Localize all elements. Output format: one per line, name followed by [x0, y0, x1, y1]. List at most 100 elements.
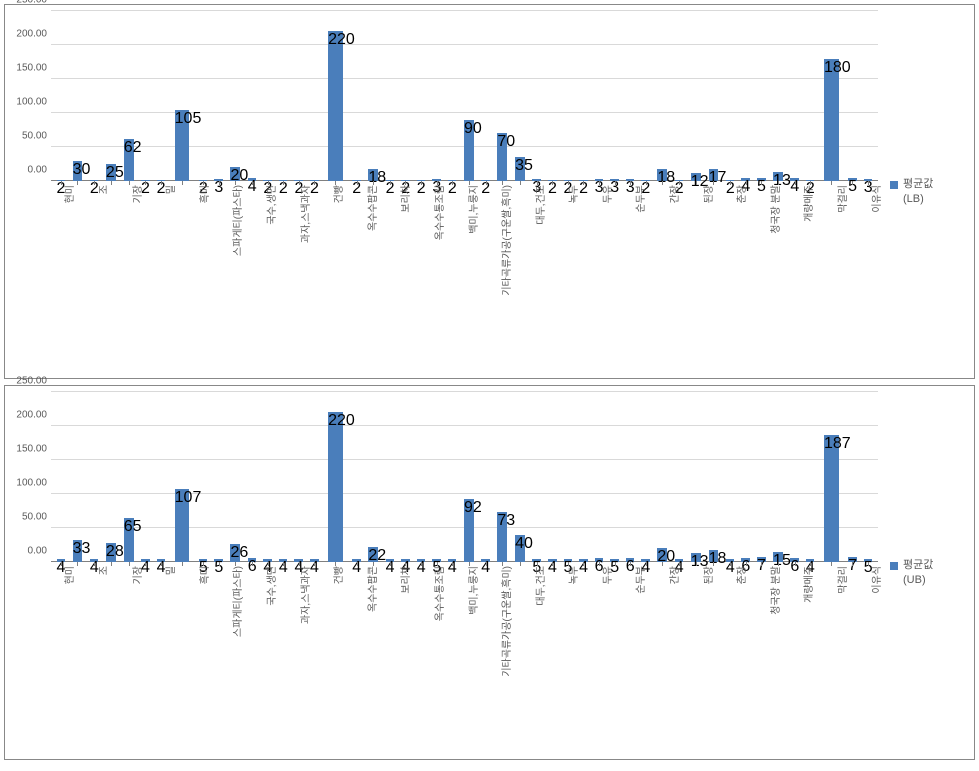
bar-slot: 5: [607, 392, 623, 562]
bar-slot: 65: [120, 392, 138, 562]
bar: 220: [328, 31, 343, 181]
bar-slot: 20: [653, 392, 671, 562]
bar-slot: 22: [364, 392, 382, 562]
bar-slot: 4: [382, 392, 398, 562]
legend: 평균값(UB): [882, 392, 968, 753]
bar-slot: 2: [153, 11, 169, 181]
bar-slot: 5: [560, 392, 576, 562]
bar-slot: 220: [322, 11, 349, 181]
bar-slot: 107: [169, 392, 196, 562]
bar: 13: [691, 553, 701, 562]
y-tick-label: 200.00: [16, 29, 51, 40]
bar-slot: 2: [53, 11, 69, 181]
bar-slot: 4: [478, 392, 494, 562]
bar-slot: 4: [244, 11, 260, 181]
bar-slot: 6: [787, 392, 803, 562]
bar-slot: 2: [349, 11, 365, 181]
bar-slot: 33: [69, 392, 87, 562]
bar-slot: 2: [802, 11, 818, 181]
bar-slot: 2: [195, 11, 211, 181]
bar-slot: 4: [738, 11, 754, 181]
bar-slot: 2: [560, 11, 576, 181]
bar-slot: 4: [291, 392, 307, 562]
legend-sublabel: (LB): [903, 193, 924, 205]
bar: 35: [515, 157, 525, 181]
x-tick-label: 이유식: [868, 185, 883, 213]
bar-slot: 105: [169, 11, 196, 181]
bar: 13: [773, 172, 783, 181]
y-tick-label: 100.00: [16, 97, 51, 108]
bar-slot: 2: [638, 11, 654, 181]
bar-slot: 4: [802, 392, 818, 562]
bar-slot: 2: [86, 11, 102, 181]
bar-slot: 4: [544, 392, 560, 562]
bar-slot: 2: [544, 11, 560, 181]
bar-slot: 70: [493, 11, 511, 181]
bar-slot: 2: [444, 11, 460, 181]
y-tick-label: 0.00: [28, 546, 51, 557]
bar-slot: 2: [275, 11, 291, 181]
bar-slot: 187: [818, 392, 845, 562]
bar-slot: 180: [818, 11, 845, 181]
bar-slot: 3: [622, 11, 638, 181]
x-labels: 현미조기장밀흑미스파게티(파스타)국수,생면과자,스낵과자건빵옥수수팝콘보리차옥…: [51, 562, 878, 753]
bar: 15: [773, 552, 783, 562]
chart-panel-1: 0.0050.00100.00150.00200.00250.004334286…: [4, 385, 975, 760]
bar-slot: 3: [591, 11, 607, 181]
bar-slot: 18: [705, 392, 723, 562]
bar-slot: 5: [211, 392, 227, 562]
y-tick-label: 250.00: [16, 376, 51, 387]
bars-container: 4334286544107552664444220422444549247340…: [51, 392, 878, 562]
bar-slot: 3: [529, 11, 545, 181]
bar-slot: 4: [444, 392, 460, 562]
bar-slot: 3: [429, 11, 445, 181]
bar-slot: 25: [102, 11, 120, 181]
bar-slot: 2: [307, 11, 323, 181]
bar: 40: [515, 535, 525, 562]
bar-slot: 28: [102, 392, 120, 562]
bar-slot: 17: [705, 11, 723, 181]
y-tick-label: 100.00: [16, 478, 51, 489]
bar-slot: 2: [291, 11, 307, 181]
bar-slot: 4: [153, 392, 169, 562]
bar-slot: 5: [860, 392, 876, 562]
x-labels: 현미조기장밀흑미스파게티(파스타)국수,생면과자,스낵과자건빵옥수수팝콘보리차옥…: [51, 181, 878, 372]
bar-slot: 220: [322, 392, 349, 562]
bar: 18: [709, 550, 719, 562]
bar-slot: 62: [120, 11, 138, 181]
bar: 107: [175, 489, 190, 562]
bar: 20: [230, 167, 240, 181]
bars-container: 2302256222105232042222220218222329027035…: [51, 11, 878, 181]
bar-slot: 4: [722, 392, 738, 562]
bar-slot: 3: [860, 11, 876, 181]
bar-slot: 13: [687, 392, 705, 562]
bar: 220: [328, 412, 343, 562]
bar-slot: 6: [622, 392, 638, 562]
bar-slot: 26: [226, 392, 244, 562]
bar: 180: [824, 59, 839, 181]
y-tick-label: 150.00: [16, 63, 51, 74]
bar-slot: 92: [460, 392, 478, 562]
bar-slot: 2: [260, 11, 276, 181]
bar-slot: 4: [275, 392, 291, 562]
bar-slot: 4: [413, 392, 429, 562]
y-tick-label: 250.00: [16, 0, 51, 6]
bar-slot: 4: [638, 392, 654, 562]
bar-slot: 4: [671, 392, 687, 562]
bar-slot: 4: [398, 392, 414, 562]
bar-slot: 4: [138, 392, 154, 562]
y-tick-label: 50.00: [22, 512, 51, 523]
bar-slot: 35: [511, 11, 529, 181]
bar-slot: 13: [769, 11, 787, 181]
bar: 105: [175, 110, 190, 181]
bar-slot: 4: [307, 392, 323, 562]
legend-label: 평균값: [903, 559, 933, 572]
bar-slot: 2: [398, 11, 414, 181]
bar: 18: [368, 169, 378, 181]
y-tick-label: 0.00: [28, 165, 51, 176]
bar-slot: 12: [687, 11, 705, 181]
bar-slot: 2: [671, 11, 687, 181]
bar-slot: 6: [738, 392, 754, 562]
bar-slot: 2: [138, 11, 154, 181]
bar-slot: 2: [722, 11, 738, 181]
